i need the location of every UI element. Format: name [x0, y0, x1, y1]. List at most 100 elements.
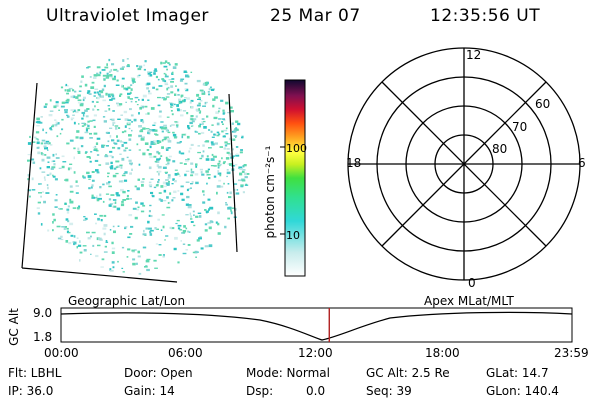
emission-dot — [108, 70, 111, 73]
emission-dot — [220, 185, 224, 188]
emission-dot — [142, 204, 146, 207]
emission-dot — [58, 167, 62, 169]
emission-dot — [177, 224, 182, 227]
emission-dot — [93, 114, 97, 117]
mlt-label-18: 18 — [346, 156, 362, 170]
emission-dot — [155, 134, 159, 136]
emission-dot — [111, 156, 114, 159]
emission-dot — [136, 208, 139, 211]
emission-dot — [215, 111, 219, 114]
emission-dot — [144, 142, 149, 145]
emission-dot — [121, 246, 125, 249]
emission-dot — [93, 132, 98, 135]
emission-dot — [175, 85, 177, 87]
emission-dot — [125, 88, 129, 91]
emission-dot — [168, 201, 171, 204]
emission-dot — [111, 97, 116, 100]
emission-dot — [69, 163, 73, 165]
emission-dot — [106, 145, 109, 147]
emission-dot — [169, 192, 172, 195]
emission-dot — [111, 241, 114, 245]
emission-dot — [77, 109, 81, 112]
emission-dot — [139, 65, 143, 69]
emission-dot — [223, 129, 228, 132]
emission-dot — [86, 67, 89, 69]
emission-dot — [102, 200, 105, 203]
emission-dot — [233, 188, 236, 192]
emission-dot — [112, 110, 115, 112]
emission-dot — [189, 101, 192, 104]
emission-dot — [96, 137, 101, 140]
emission-dot — [92, 146, 96, 149]
emission-dot — [48, 142, 51, 145]
emission-dot — [98, 164, 102, 166]
emission-dot — [62, 161, 67, 163]
emission-dot — [182, 243, 186, 245]
emission-dot — [113, 202, 116, 204]
emission-dot — [157, 104, 161, 107]
emission-dot — [167, 131, 171, 134]
emission-dot — [97, 244, 101, 247]
emission-dot — [158, 140, 162, 143]
emission-dot — [200, 171, 203, 174]
emission-dot — [240, 149, 243, 151]
emission-dot — [59, 132, 62, 135]
emission-dot — [171, 124, 175, 126]
emission-dot — [191, 124, 194, 127]
emission-dot — [198, 112, 201, 114]
emission-dot — [199, 236, 202, 239]
emission-dot — [153, 155, 157, 158]
emission-dot — [170, 81, 174, 83]
emission-dot — [27, 142, 32, 145]
emission-dot — [160, 121, 164, 123]
emission-dot — [115, 127, 118, 130]
emission-dot — [148, 74, 152, 77]
emission-dot — [174, 180, 177, 183]
emission-dot — [154, 129, 158, 132]
emission-dot — [154, 227, 157, 230]
emission-dot — [111, 94, 115, 98]
emission-dot — [155, 88, 159, 91]
emission-dot — [158, 244, 162, 246]
emission-dot — [200, 247, 204, 250]
emission-dot — [202, 201, 206, 204]
emission-dot — [107, 140, 110, 143]
emission-dot — [235, 146, 239, 148]
emission-dot — [240, 184, 244, 187]
timeline-right-title: Apex MLat/MLT — [424, 294, 514, 308]
emission-dot — [99, 214, 103, 217]
emission-dot — [226, 151, 230, 154]
emission-dot — [149, 74, 153, 77]
emission-dot — [78, 90, 82, 92]
emission-dot — [136, 143, 139, 146]
emission-dot — [168, 63, 171, 66]
emission-dot — [104, 66, 109, 69]
colorbar — [280, 79, 306, 277]
emission-dot — [126, 58, 129, 60]
emission-dot — [119, 67, 123, 70]
emission-dot — [111, 118, 115, 122]
emission-dot — [93, 125, 96, 128]
emission-dot — [244, 184, 249, 186]
emission-dot — [179, 79, 184, 82]
emission-dot — [185, 181, 190, 183]
emission-dot — [56, 225, 61, 228]
emission-dot — [65, 218, 69, 221]
emission-dot — [111, 63, 115, 66]
emission-dot — [211, 143, 215, 146]
lat-label-60: 60 — [535, 97, 551, 111]
emission-dot — [181, 198, 185, 201]
emission-dot — [140, 119, 144, 122]
emission-dot — [166, 116, 170, 118]
emission-dot — [87, 120, 90, 123]
emission-dot — [82, 176, 86, 179]
emission-dot — [231, 207, 235, 209]
emission-dot — [91, 81, 95, 84]
emission-dot — [89, 156, 91, 159]
emission-dot — [235, 120, 239, 123]
emission-dot — [95, 169, 99, 172]
emission-dot — [146, 258, 151, 261]
emission-dot — [36, 120, 41, 124]
emission-dot — [167, 140, 172, 143]
emission-dot — [121, 77, 125, 80]
